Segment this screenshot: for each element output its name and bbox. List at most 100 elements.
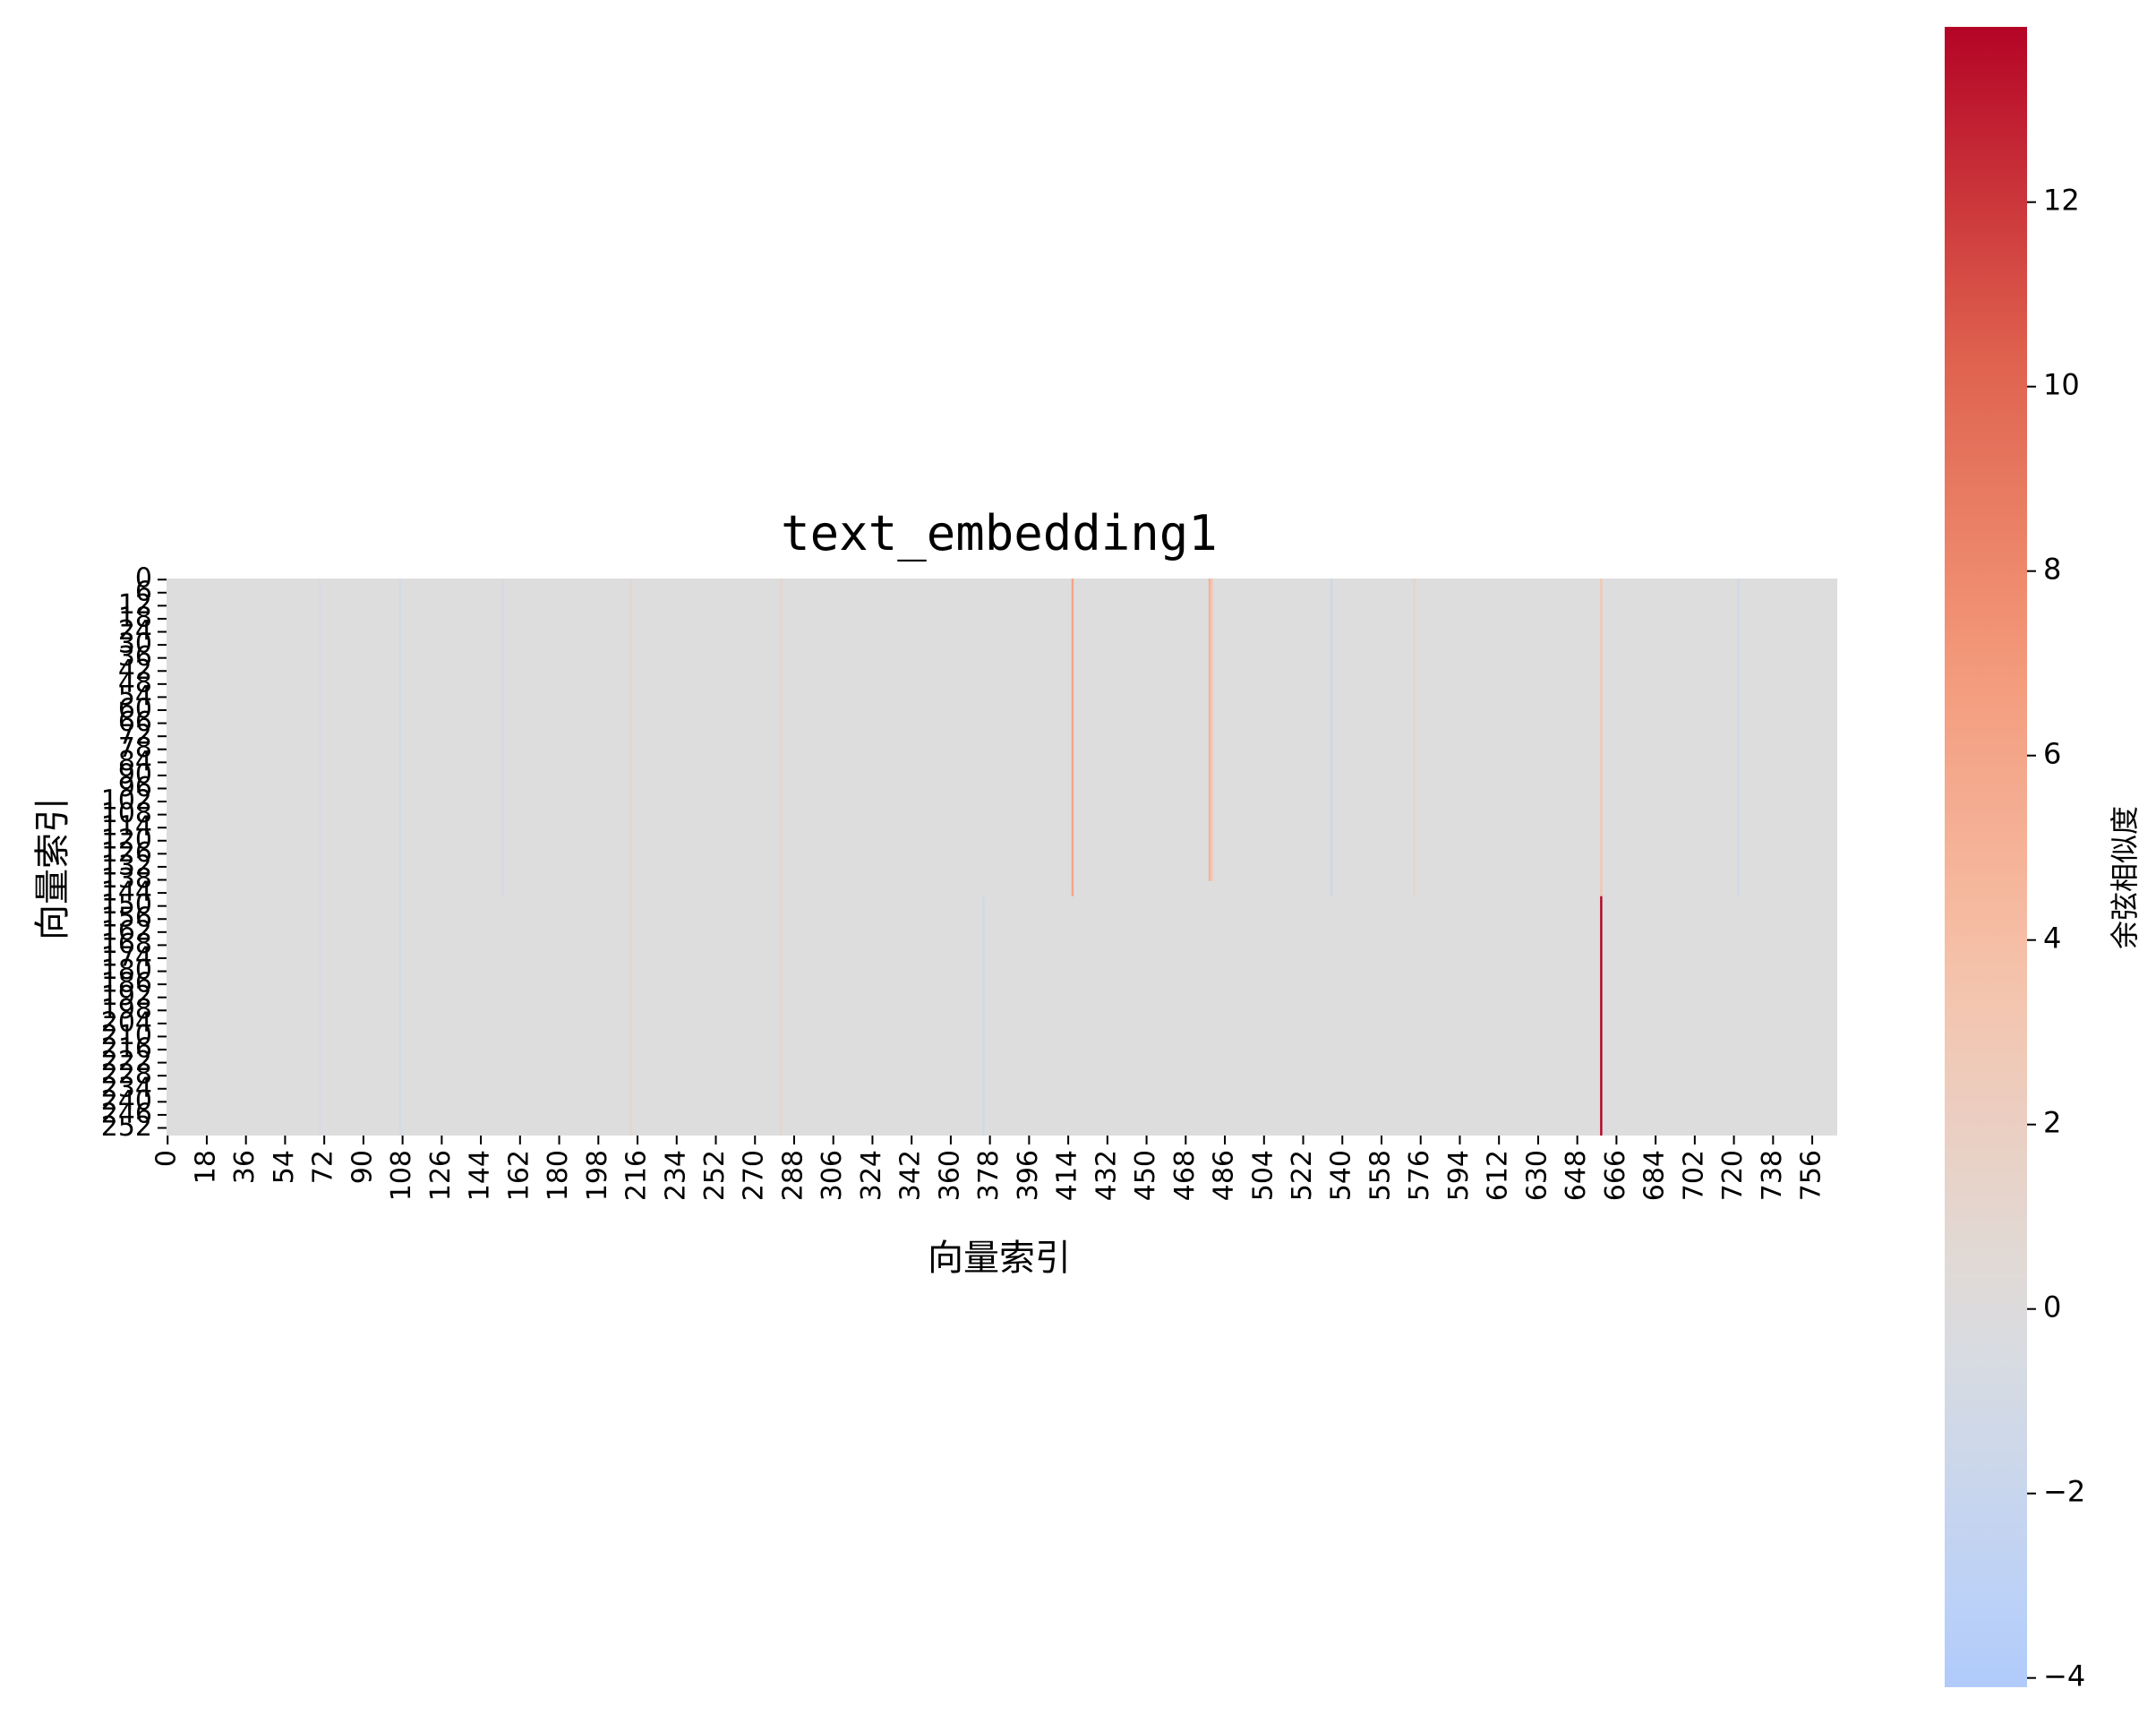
y-tick-label: 204: [101, 1007, 152, 1038]
heatmap-column-12: [319, 579, 321, 1136]
colorbar-tick-label: 2: [2043, 1106, 2061, 1140]
x-tick-label: 54: [269, 1150, 300, 1184]
x-tick-label: 396: [1013, 1150, 1044, 1201]
y-tick-label: 48: [118, 667, 152, 699]
x-axis-label: 向量索引: [928, 1238, 1071, 1279]
x-tick-label: 72: [308, 1150, 339, 1184]
x-tick-label: 252: [699, 1150, 731, 1201]
x-tick-label: 18: [190, 1150, 221, 1184]
y-tick-label: 186: [101, 968, 152, 999]
y-tick-label: 24: [118, 615, 152, 647]
y-tick-label: 84: [118, 746, 152, 777]
x-tick-label: 612: [1483, 1150, 1514, 1201]
y-tick-label: 216: [101, 1033, 152, 1065]
y-tick-label: 6: [135, 576, 152, 607]
x-tick-label: 180: [543, 1150, 574, 1201]
colorbar-tick-label: 4: [2043, 922, 2061, 956]
x-tick-label: 666: [1600, 1150, 1631, 1201]
heatmap-column-3: [1600, 579, 1603, 896]
y-tick-label: 108: [101, 798, 152, 829]
y-tick-label: 192: [101, 981, 152, 1012]
y-tick-label: 246: [101, 1098, 152, 1129]
y-tick-label: 174: [101, 941, 152, 973]
x-tick-label: 198: [582, 1150, 613, 1201]
colorbar-tick-label: −4: [2043, 1659, 2085, 1693]
colorbar: −4 −2 0 2 4 6 8 10 12: [1945, 27, 2085, 1693]
y-axis-label: 向量索引: [32, 797, 73, 940]
y-tick-label: 42: [118, 655, 152, 686]
x-tick-label: 630: [1521, 1150, 1553, 1201]
heatmap-column-1: [1208, 579, 1211, 881]
x-tick-label: 234: [660, 1150, 691, 1201]
x-tick-label: 306: [817, 1150, 848, 1201]
heatmap-area: [167, 579, 1837, 1136]
heatmap-column-13: [501, 579, 504, 896]
x-axis: 0 18 36 54 72 90 108 126 144 162 180 198 216 234 252 27…: [151, 1136, 1827, 1201]
heatmap-column-5: [1330, 579, 1333, 896]
colorbar-label: 余弦相似度: [2108, 806, 2142, 949]
y-tick-label: 156: [101, 903, 152, 934]
y-axis: 0612182430364248546066727884909610210811…: [101, 563, 167, 1143]
y-tick-label: 36: [118, 641, 152, 673]
x-tick-label: 90: [346, 1150, 378, 1184]
colorbar-ticks: −4 −2 0 2 4 6 8 10 12: [2027, 184, 2085, 1693]
y-tick-label: 228: [101, 1059, 152, 1091]
y-tick-label: 150: [101, 889, 152, 921]
y-tick-label: 180: [101, 955, 152, 986]
x-tick-label: 216: [621, 1150, 653, 1201]
heatmap-column-0: [1071, 579, 1074, 896]
x-tick-label: 702: [1678, 1150, 1709, 1201]
x-tick-label: 108: [386, 1150, 417, 1201]
y-tick-label: 0: [135, 563, 152, 595]
x-tick-label: 450: [1130, 1150, 1161, 1201]
colorbar-tick-label: 6: [2043, 737, 2061, 771]
x-tick-label: 324: [856, 1150, 887, 1201]
x-tick-label: 0: [151, 1150, 183, 1167]
chart-title: text_embedding1: [781, 505, 1218, 561]
y-tick-label: 60: [118, 693, 152, 724]
x-tick-label: 144: [465, 1150, 496, 1201]
x-tick-label: 360: [934, 1150, 965, 1201]
y-tick-label: 54: [118, 681, 152, 712]
y-tick-label: 90: [118, 759, 152, 790]
x-tick-label: 270: [739, 1150, 770, 1201]
y-tick-label: 162: [101, 915, 152, 947]
colorbar-gradient: [1945, 27, 2027, 1687]
colorbar-tick-label: 10: [2043, 368, 2080, 402]
x-tick-label: 540: [1326, 1150, 1357, 1201]
x-tick-label: 684: [1639, 1150, 1671, 1201]
y-tick-label: 30: [118, 629, 152, 660]
y-tick-label: 18: [118, 602, 152, 633]
y-tick-label: 240: [101, 1085, 152, 1117]
y-tick-label: 66: [118, 707, 152, 738]
x-tick-label: 36: [229, 1150, 261, 1184]
x-tick-label: 720: [1717, 1150, 1749, 1201]
heatmap-column-8: [1413, 579, 1416, 896]
colorbar-tick-label: −2: [2043, 1475, 2085, 1509]
heatmap-column-11: [398, 579, 402, 1136]
x-tick-label: 576: [1404, 1150, 1435, 1201]
y-tick-label: 210: [101, 1020, 152, 1051]
y-tick-label: 222: [101, 1046, 152, 1077]
y-tick-label: 114: [101, 811, 152, 843]
y-tick-label: 198: [101, 994, 152, 1025]
x-tick-label: 432: [1091, 1150, 1122, 1201]
heatmap-column-9: [780, 579, 783, 1136]
y-tick-label: 96: [118, 772, 152, 803]
y-tick-label: 120: [101, 824, 152, 855]
y-tick-label: 252: [101, 1111, 152, 1143]
x-tick-label: 558: [1365, 1150, 1396, 1201]
x-tick-label: 756: [1796, 1150, 1827, 1201]
x-tick-label: 738: [1757, 1150, 1788, 1201]
y-tick-label: 138: [101, 863, 152, 895]
x-tick-label: 486: [1209, 1150, 1240, 1201]
x-tick-label: 342: [895, 1150, 927, 1201]
y-tick-label: 126: [101, 837, 152, 869]
heatmap-column-6: [1737, 579, 1740, 896]
x-tick-label: 468: [1169, 1150, 1201, 1201]
y-tick-label: 144: [101, 877, 152, 908]
x-tick-label: 162: [503, 1150, 535, 1201]
colorbar-tick-label: 12: [2043, 184, 2080, 218]
x-tick-label: 288: [777, 1150, 808, 1201]
